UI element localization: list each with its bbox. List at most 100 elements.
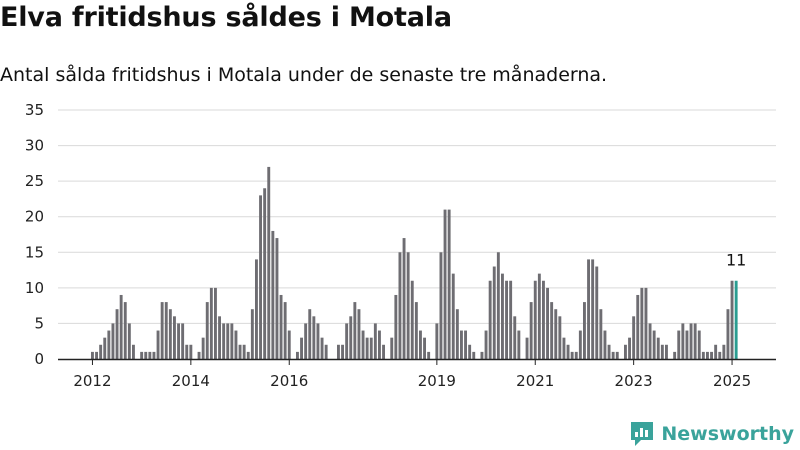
bar [238,344,242,359]
bar [447,209,451,359]
bar [583,302,586,359]
bar [701,351,705,359]
x-tick-label: 2019 [418,372,456,390]
x-tick-label: 2025 [713,372,751,390]
bar [660,344,664,359]
bar [394,294,398,359]
bar [460,330,463,359]
data-label: 11 [726,251,746,270]
bar [164,302,168,359]
bar [152,351,156,359]
bar [181,323,185,359]
bar [681,323,685,359]
bar [271,230,275,359]
bar [513,316,517,359]
newsworthy-logo-icon [631,422,654,446]
bar [464,330,467,359]
bar [148,351,152,359]
y-tick-label: 5 [34,314,44,332]
x-tick-label: 2023 [615,372,653,390]
bar [673,351,677,359]
bar [287,330,291,359]
bar [111,323,115,359]
bar [492,266,496,359]
bar [197,351,201,359]
bar [300,337,303,359]
bar [160,302,164,359]
x-tick-label: 2014 [172,372,210,390]
bar [628,337,631,359]
bar [234,330,238,359]
bar [726,309,730,359]
bar [410,280,414,359]
bar [472,351,476,359]
bar [209,287,213,359]
bar [275,238,279,359]
chart-subtitle: Antal sålda fritidshus i Motala under de… [0,64,608,86]
bar [427,351,431,359]
y-tick-label: 35 [25,101,44,119]
bar [587,259,590,359]
y-tick-label: 0 [34,350,44,368]
bar [689,323,693,359]
bar [341,344,344,359]
bar [242,344,246,359]
bar [267,166,271,359]
bar [398,252,402,359]
bar [595,266,599,359]
bar [624,344,627,359]
bar [119,294,123,359]
bar [144,351,148,359]
bar [677,330,681,359]
bar [423,337,426,359]
bar [599,309,603,359]
bar [95,351,98,359]
bar [693,323,697,359]
bar [554,309,558,359]
bar [320,337,324,359]
bar [435,323,439,359]
bar [378,330,381,359]
bar [312,316,316,359]
bar [279,294,283,359]
bar [546,287,549,359]
bar [525,337,529,359]
bar [99,344,103,359]
brand-name: Newsworthy [661,423,794,445]
bar [140,351,144,359]
bar [443,209,447,359]
bar [574,351,578,359]
bar [496,252,500,359]
bar [390,337,394,359]
bar [566,344,570,359]
bar [214,287,217,359]
bar [127,323,131,359]
bar [578,330,582,359]
bar [107,330,111,359]
bar [361,330,365,359]
bar [640,287,644,359]
bar [484,330,488,359]
bar [222,323,226,359]
bar [468,344,472,359]
bar [509,280,513,359]
bar [316,323,320,359]
bar [697,330,701,359]
bar [156,330,160,359]
bar [115,309,119,359]
bar [123,302,127,359]
bar-highlight [734,280,738,359]
y-tick-label: 15 [25,243,44,261]
bar [345,323,349,359]
bar [369,337,373,359]
bar [730,280,734,359]
bar [365,337,369,359]
bar [480,351,484,359]
bar [382,344,385,359]
bar [562,337,566,359]
bar [91,351,94,359]
bar [263,188,267,359]
bar [533,280,537,359]
chart-title: Elva fritidshus såldes i Motala [0,2,452,33]
bar [337,344,340,359]
